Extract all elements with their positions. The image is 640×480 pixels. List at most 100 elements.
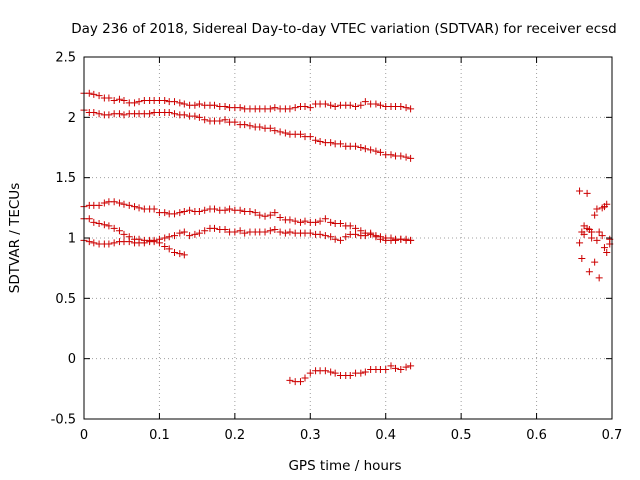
data-point-marker <box>171 110 179 118</box>
data-point-marker <box>331 235 339 243</box>
data-point-marker <box>296 218 304 226</box>
data-point-marker <box>161 96 169 104</box>
data-point-marker <box>346 372 354 380</box>
data-point-marker <box>402 363 410 371</box>
data-point-marker <box>90 109 98 117</box>
data-point-marker <box>387 362 395 370</box>
data-point-marker <box>361 98 369 106</box>
data-point-marker <box>407 105 415 113</box>
data-point-marker <box>376 101 384 109</box>
data-point-marker <box>246 122 254 130</box>
data-point-marker <box>266 227 274 235</box>
series-track-g <box>576 187 614 243</box>
data-point-marker <box>291 217 299 225</box>
data-point-marker <box>301 102 309 110</box>
data-point-marker <box>585 268 593 276</box>
data-point-marker <box>336 236 344 244</box>
data-point-marker <box>195 229 203 237</box>
data-point-marker <box>266 211 274 219</box>
data-point-marker <box>85 215 93 223</box>
data-point-marker <box>357 369 365 377</box>
series-track-a <box>80 89 415 113</box>
data-point-marker <box>95 220 103 228</box>
data-point-marker <box>90 90 98 98</box>
data-point-marker <box>361 368 369 376</box>
data-point-marker <box>180 228 188 236</box>
data-point-marker <box>221 102 229 110</box>
data-point-marker <box>150 205 158 213</box>
data-point-marker <box>131 99 139 107</box>
y-tick-label: 0.5 <box>55 292 76 307</box>
data-point-marker <box>161 234 169 242</box>
data-point-marker <box>392 236 400 244</box>
data-point-marker <box>361 145 369 153</box>
data-point-marker <box>171 210 179 218</box>
data-point-marker <box>301 374 309 382</box>
data-point-marker <box>387 151 395 159</box>
data-point-marker <box>195 113 203 121</box>
data-point-marker <box>120 200 128 208</box>
series-track-f <box>286 362 415 386</box>
data-point-marker <box>276 228 284 236</box>
x-tick-label: 0.3 <box>300 428 321 443</box>
data-point-marker <box>176 250 184 258</box>
y-tick-label: 1.5 <box>55 171 76 186</box>
data-point-marker <box>367 230 375 238</box>
data-point-marker <box>588 228 596 236</box>
data-point-marker <box>256 123 264 131</box>
data-point-marker <box>85 89 93 97</box>
data-point-marker <box>331 369 339 377</box>
data-point-marker <box>201 116 209 124</box>
data-point-marker <box>251 209 259 217</box>
data-point-marker <box>191 101 199 109</box>
data-point-marker <box>321 367 329 375</box>
data-point-marker <box>352 224 360 232</box>
data-point-marker <box>261 212 269 220</box>
data-point-marker <box>357 144 365 151</box>
data-point-marker <box>110 96 118 104</box>
data-point-marker <box>271 209 279 217</box>
data-point-marker <box>336 140 344 148</box>
data-point-marker <box>266 124 274 132</box>
data-point-marker <box>382 366 390 374</box>
data-point-marker <box>583 224 591 232</box>
data-point-marker <box>352 230 360 238</box>
data-point-marker <box>321 232 329 240</box>
data-point-marker <box>261 228 269 236</box>
data-point-marker <box>281 129 289 137</box>
data-point-marker <box>392 364 400 372</box>
data-point-marker <box>120 96 128 104</box>
data-point-marker <box>165 233 173 241</box>
data-point-marker <box>246 207 254 215</box>
data-point-marker <box>593 205 601 213</box>
data-point-marker <box>600 244 608 252</box>
data-point-marker <box>327 101 335 109</box>
data-point-marker <box>115 110 123 118</box>
data-point-marker <box>236 104 244 112</box>
data-point-marker <box>402 235 410 243</box>
data-point-marker <box>226 205 234 213</box>
data-point-marker <box>236 227 244 235</box>
chart-title: Day 236 of 2018, Sidereal Day-to-day VTE… <box>71 21 617 37</box>
data-point-marker <box>191 230 199 238</box>
data-point-marker <box>90 218 98 226</box>
data-point-marker <box>161 209 169 217</box>
data-point-marker <box>327 368 335 376</box>
data-point-marker <box>312 136 320 144</box>
data-point-marker <box>376 235 384 243</box>
y-tick-label: 2 <box>68 111 76 126</box>
data-point-marker <box>115 227 123 235</box>
data-point-marker <box>236 206 244 214</box>
data-point-marker <box>241 121 249 129</box>
data-point-marker <box>327 218 335 226</box>
data-point-marker <box>216 117 224 125</box>
data-point-marker <box>191 112 199 120</box>
data-point-marker <box>186 206 194 214</box>
x-tick-label: 0.1 <box>149 428 170 443</box>
data-point-marker <box>306 229 314 237</box>
y-axis-ticks: -0.5 0 0.5 1 1.5 2 2.5 <box>51 51 612 428</box>
data-point-marker <box>180 111 188 119</box>
data-point-marker <box>271 127 279 135</box>
data-point-marker <box>210 224 218 232</box>
